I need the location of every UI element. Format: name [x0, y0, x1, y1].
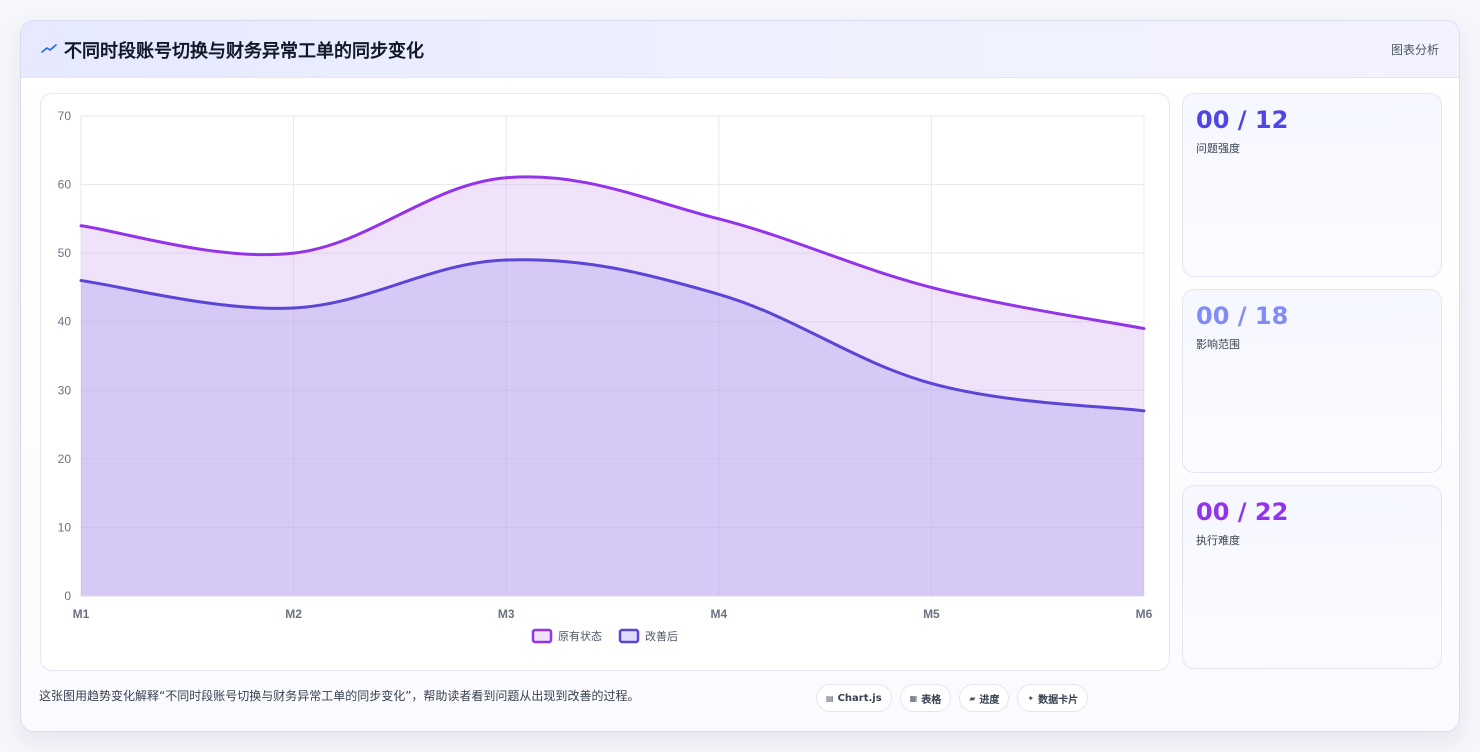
legend-swatch-1 — [618, 628, 640, 644]
page-title: 不同时段账号切换与财务异常工单的同步变化 — [64, 41, 424, 62]
stat-label: 影响范围 — [1196, 338, 1240, 351]
stat-value: 00 / 22 — [1196, 498, 1289, 526]
y-tick-label: 60 — [58, 178, 72, 192]
tag-label: Chart.js — [837, 692, 882, 704]
card-header: 不同时段账号切换与财务异常工单的同步变化 图表分析 — [21, 21, 1459, 78]
tag-label: 进度 — [979, 694, 1000, 706]
x-tick-label: M2 — [285, 607, 302, 621]
header-label: 图表分析 — [1390, 43, 1439, 57]
stat-value: 00 / 12 — [1196, 106, 1289, 134]
stat-value: 00 / 18 — [1196, 302, 1289, 330]
x-tick-label: M1 — [73, 607, 90, 621]
y-tick-label: 50 — [58, 246, 72, 260]
series-area-0 — [81, 176, 1144, 596]
chart-icon: ▤ — [826, 693, 834, 703]
y-tick-label: 40 — [58, 315, 72, 329]
area-chart: 0 10 20 30 40 50 60 70 M1 M2 M3 M4 M5 M6 原有状态 改善后 — [58, 109, 1153, 644]
stat-card-scope: 00 / 18 影响范围 — [1182, 289, 1442, 473]
legend-label-1: 改善后 — [645, 629, 678, 643]
chart-panel: 0 10 20 30 40 50 60 70 M1 M2 M3 M4 M5 M6 原有状态 改善后 — [40, 93, 1170, 671]
x-tick-label: M6 — [1136, 607, 1153, 621]
legend-swatch-0 — [531, 628, 553, 644]
tag-label: 数据卡片 — [1038, 694, 1079, 706]
table-icon: ▦ — [909, 693, 918, 703]
tag-chartjs[interactable]: ▤ Chart.js — [816, 684, 892, 712]
y-tick-label: 70 — [58, 109, 72, 123]
x-tick-label: M4 — [710, 607, 727, 621]
series-line-1 — [79, 258, 1146, 413]
y-tick-label: 0 — [64, 589, 71, 603]
y-tick-label: 30 — [58, 383, 72, 397]
stat-label: 问题强度 — [1196, 142, 1240, 155]
tag-table[interactable]: ▦ 表格 — [899, 684, 952, 712]
y-tick-label: 20 — [58, 452, 72, 466]
series-area-1 — [81, 259, 1144, 596]
tag-progress[interactable]: ▰ 进度 — [959, 684, 1010, 712]
chart-caption: 这张图用趋势变化解释“不同时段账号切换与财务异常工单的同步变化”，帮助读者看到问… — [39, 689, 640, 703]
sparkle-icon: ✦ — [1027, 693, 1035, 703]
series-line-0 — [79, 175, 1146, 331]
stat-card-intensity: 00 / 12 问题强度 — [1182, 93, 1442, 277]
progress-icon: ▰ — [969, 693, 976, 703]
stat-label: 执行难度 — [1196, 534, 1240, 547]
legend-label-0: 原有状态 — [558, 629, 602, 643]
tag-list: ▤ Chart.js ▦ 表格 ▰ 进度 ✦ 数据卡片 — [816, 684, 1089, 712]
trend-line-icon — [41, 44, 57, 53]
x-tick-label: M5 — [923, 607, 940, 621]
tag-label: 表格 — [921, 694, 942, 706]
tag-data-cards[interactable]: ✦ 数据卡片 — [1017, 684, 1089, 712]
chart-card: 不同时段账号切换与财务异常工单的同步变化 图表分析 0 10 20 30 40 50 60 7… — [20, 20, 1460, 732]
x-tick-label: M3 — [498, 607, 515, 621]
y-tick-label: 10 — [58, 520, 72, 534]
stat-card-difficulty: 00 / 22 执行难度 — [1182, 485, 1442, 669]
